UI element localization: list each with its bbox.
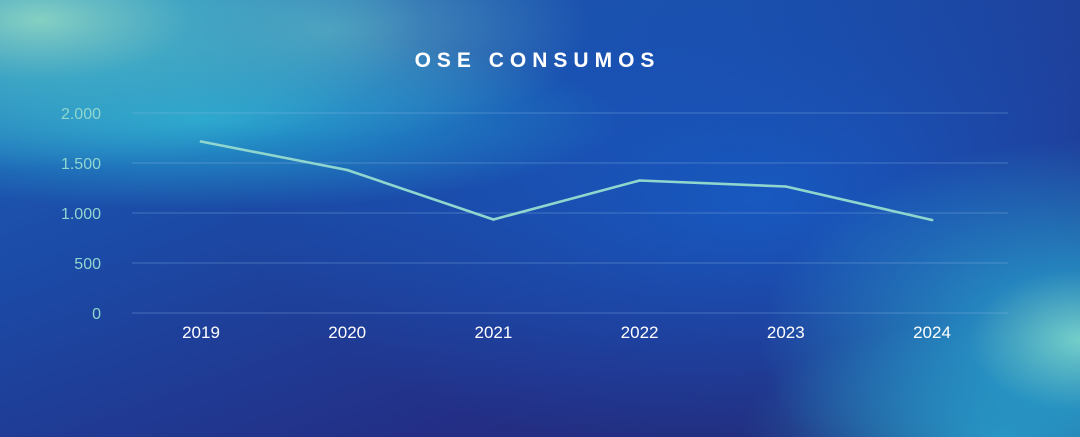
x-axis-ticks: 2019 2020 2021 2022 2023 2024	[182, 323, 951, 342]
y-tick-label: 500	[74, 256, 101, 273]
data-point	[345, 168, 349, 172]
gridlines	[132, 112, 1008, 314]
data-point	[492, 218, 495, 221]
data-point	[784, 185, 788, 188]
y-tick-label: 1.500	[61, 156, 101, 173]
y-tick-label: 2.000	[61, 106, 101, 123]
x-tick-label: 2019	[182, 323, 220, 342]
data-point	[638, 179, 641, 182]
x-tick-label: 2024	[913, 323, 951, 342]
y-axis-ticks: 0 500 1.000 1.500 2.000	[61, 106, 101, 323]
series-layer	[199, 140, 934, 222]
data-point	[199, 140, 203, 143]
x-tick-label: 2022	[621, 323, 659, 342]
x-tick-label: 2023	[767, 323, 805, 342]
x-tick-label: 2021	[474, 323, 512, 342]
y-tick-label: 1.000	[61, 206, 101, 223]
series-line	[199, 140, 934, 222]
chart-title: OSE CONSUMOS	[414, 49, 661, 72]
data-point	[930, 218, 934, 222]
y-tick-label: 0	[92, 306, 101, 323]
x-tick-label: 2020	[328, 323, 366, 342]
